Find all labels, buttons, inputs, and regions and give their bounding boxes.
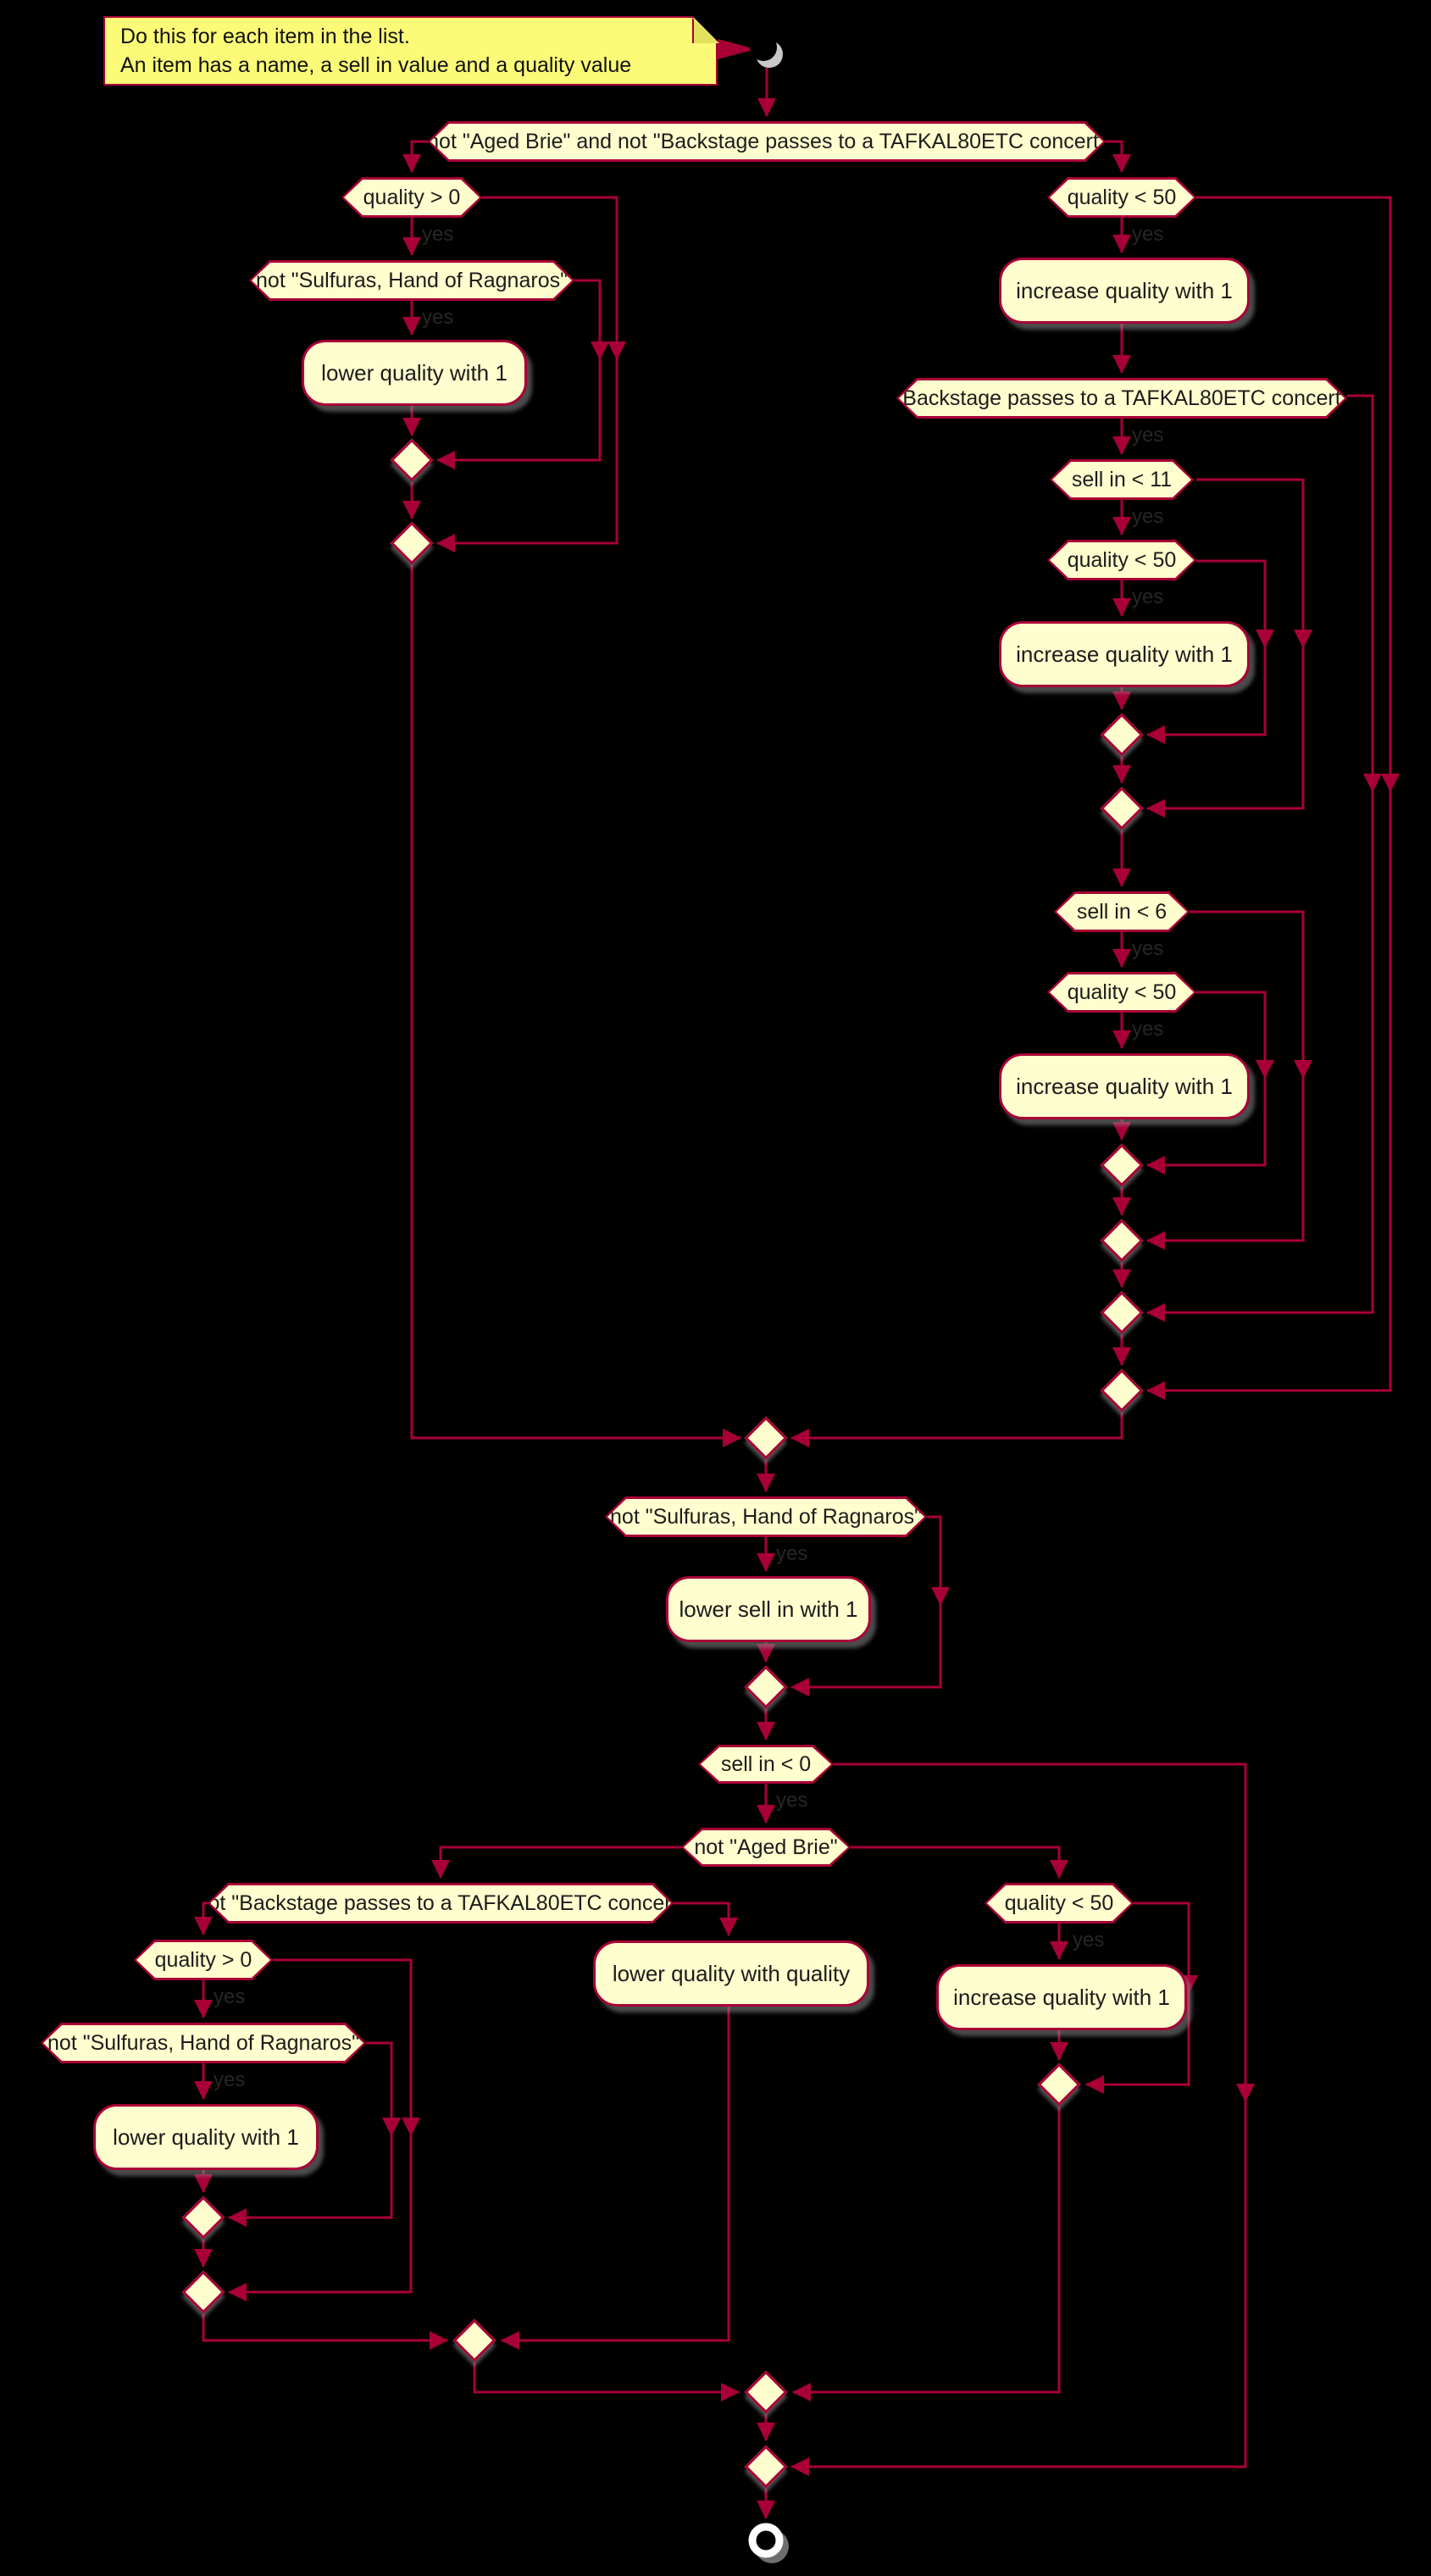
decision-label: not "Sulfuras, Hand of Ragnaros" (47, 2030, 359, 2055)
decision-backstage-passes: "Backstage passes to a TAFKAL80ETC conce… (896, 378, 1347, 419)
branch-label-yes: yes (214, 2068, 246, 2091)
decision-label: quality < 50 (1067, 980, 1177, 1004)
decision-label: quality < 50 (1004, 1890, 1114, 1915)
decision-quality-lt-50-1: quality < 50 (1047, 177, 1196, 218)
branch-label-yes: yes (1073, 1929, 1105, 1951)
activity-lower-quality-with-1: lower quality with 1 (302, 340, 527, 406)
decision-label: not "Backstage passes to a TAFKAL80ETC c… (196, 1890, 685, 1915)
decision-sell-in-lt-0: sell in < 0 (698, 1745, 834, 1784)
activity-lower-sell-in: lower sell in with 1 (666, 1576, 871, 1642)
decision-not-backstage-2: not "Backstage passes to a TAFKAL80ETC c… (208, 1883, 674, 1924)
decision-not-sulfuras-3: not "Sulfuras, Hand of Ragnaros" (41, 2023, 366, 2063)
decision-quality-gt-0: quality > 0 (341, 177, 482, 218)
decision-sell-in-lt-11: sell in < 11 (1050, 459, 1194, 500)
activity-label: lower quality with 1 (321, 359, 508, 386)
decision-label: not "Sulfuras, Hand of Ragnaros" (256, 268, 568, 292)
activity-label: increase quality with 1 (1016, 641, 1233, 667)
activity-label: increase quality with 1 (953, 1984, 1170, 2010)
decision-label: not "Aged Brie" (694, 1835, 838, 1859)
end-node-icon (748, 2523, 789, 2563)
decision-label: "Backstage passes to a TAFKAL80ETC conce… (895, 386, 1349, 410)
decision-label: not "Aged Brie" and not "Backstage passe… (427, 129, 1107, 153)
start-node-icon (750, 34, 783, 68)
activity-increase-quality-3: increase quality with 1 (999, 1053, 1250, 1119)
decision-label: sell in < 0 (720, 1752, 812, 1776)
activity-label: lower quality with 1 (113, 2124, 299, 2150)
branch-label-yes: yes (422, 306, 454, 329)
branch-label-yes: yes (776, 1789, 808, 1812)
decision-label: sell in < 11 (1071, 467, 1173, 491)
decision-not-sulfuras-1: not "Sulfuras, Hand of Ragnaros" (249, 260, 574, 301)
note-pointer (718, 39, 756, 59)
decision-label: not "Sulfuras, Hand of Ragnaros" (610, 1504, 922, 1529)
branch-label-yes: yes (214, 1985, 246, 2008)
activity-increase-quality-1: increase quality with 1 (999, 258, 1250, 324)
activity-label: increase quality with 1 (1016, 277, 1233, 303)
decision-label: quality < 50 (1067, 547, 1177, 572)
branch-label-yes: yes (1132, 937, 1164, 960)
note-box: Do this for each item in the list. An it… (103, 16, 718, 86)
decision-quality-gt-0-2: quality > 0 (134, 1940, 273, 1980)
branch-label-yes: yes (1132, 1018, 1164, 1041)
branch-label-yes: yes (1132, 586, 1164, 608)
decision-label: quality > 0 (363, 185, 461, 209)
branch-label-yes: yes (422, 223, 454, 246)
activity-increase-quality-4: increase quality with 1 (936, 1964, 1187, 2030)
activity-label: lower sell in with 1 (679, 1596, 858, 1622)
activity-lower-quality-with-quality: lower quality with quality (593, 1940, 869, 2007)
decision-label: quality < 50 (1067, 185, 1177, 209)
activity-label: lower quality with quality (612, 1960, 851, 1986)
activity-label: increase quality with 1 (1016, 1073, 1233, 1099)
decision-not-sulfuras-2: not "Sulfuras, Hand of Ragnaros" (605, 1496, 927, 1537)
branch-label-yes: yes (1132, 223, 1164, 246)
decision-label: sell in < 6 (1076, 899, 1168, 924)
note-line-1: Do this for each item in the list. (120, 25, 410, 48)
activity-lower-quality-with-1-b: lower quality with 1 (93, 2104, 319, 2170)
decision-label: quality > 0 (154, 1947, 252, 1972)
note-line-2: An item has a name, a sell in value and … (120, 53, 632, 77)
decision-not-aged-brie-and-not-backstage: not "Aged Brie" and not "Backstage passe… (428, 121, 1106, 162)
branch-label-yes: yes (1132, 505, 1164, 528)
branch-label-yes: yes (1132, 424, 1164, 447)
branch-label-yes: yes (776, 1542, 808, 1565)
decision-quality-lt-50-2: quality < 50 (1047, 540, 1196, 580)
decision-quality-lt-50-4: quality < 50 (985, 1883, 1134, 1924)
activity-increase-quality-2: increase quality with 1 (999, 621, 1250, 687)
decision-sell-in-lt-6: sell in < 6 (1054, 891, 1190, 932)
decision-not-aged-brie: not "Aged Brie" (681, 1828, 851, 1867)
decision-quality-lt-50-3: quality < 50 (1047, 972, 1196, 1013)
